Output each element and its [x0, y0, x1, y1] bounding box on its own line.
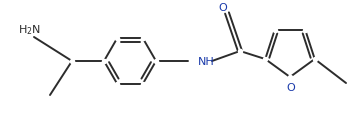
Text: O: O [287, 82, 295, 92]
Text: O: O [219, 3, 228, 13]
Text: H$_2$N: H$_2$N [18, 23, 41, 37]
Text: NH: NH [198, 56, 215, 66]
